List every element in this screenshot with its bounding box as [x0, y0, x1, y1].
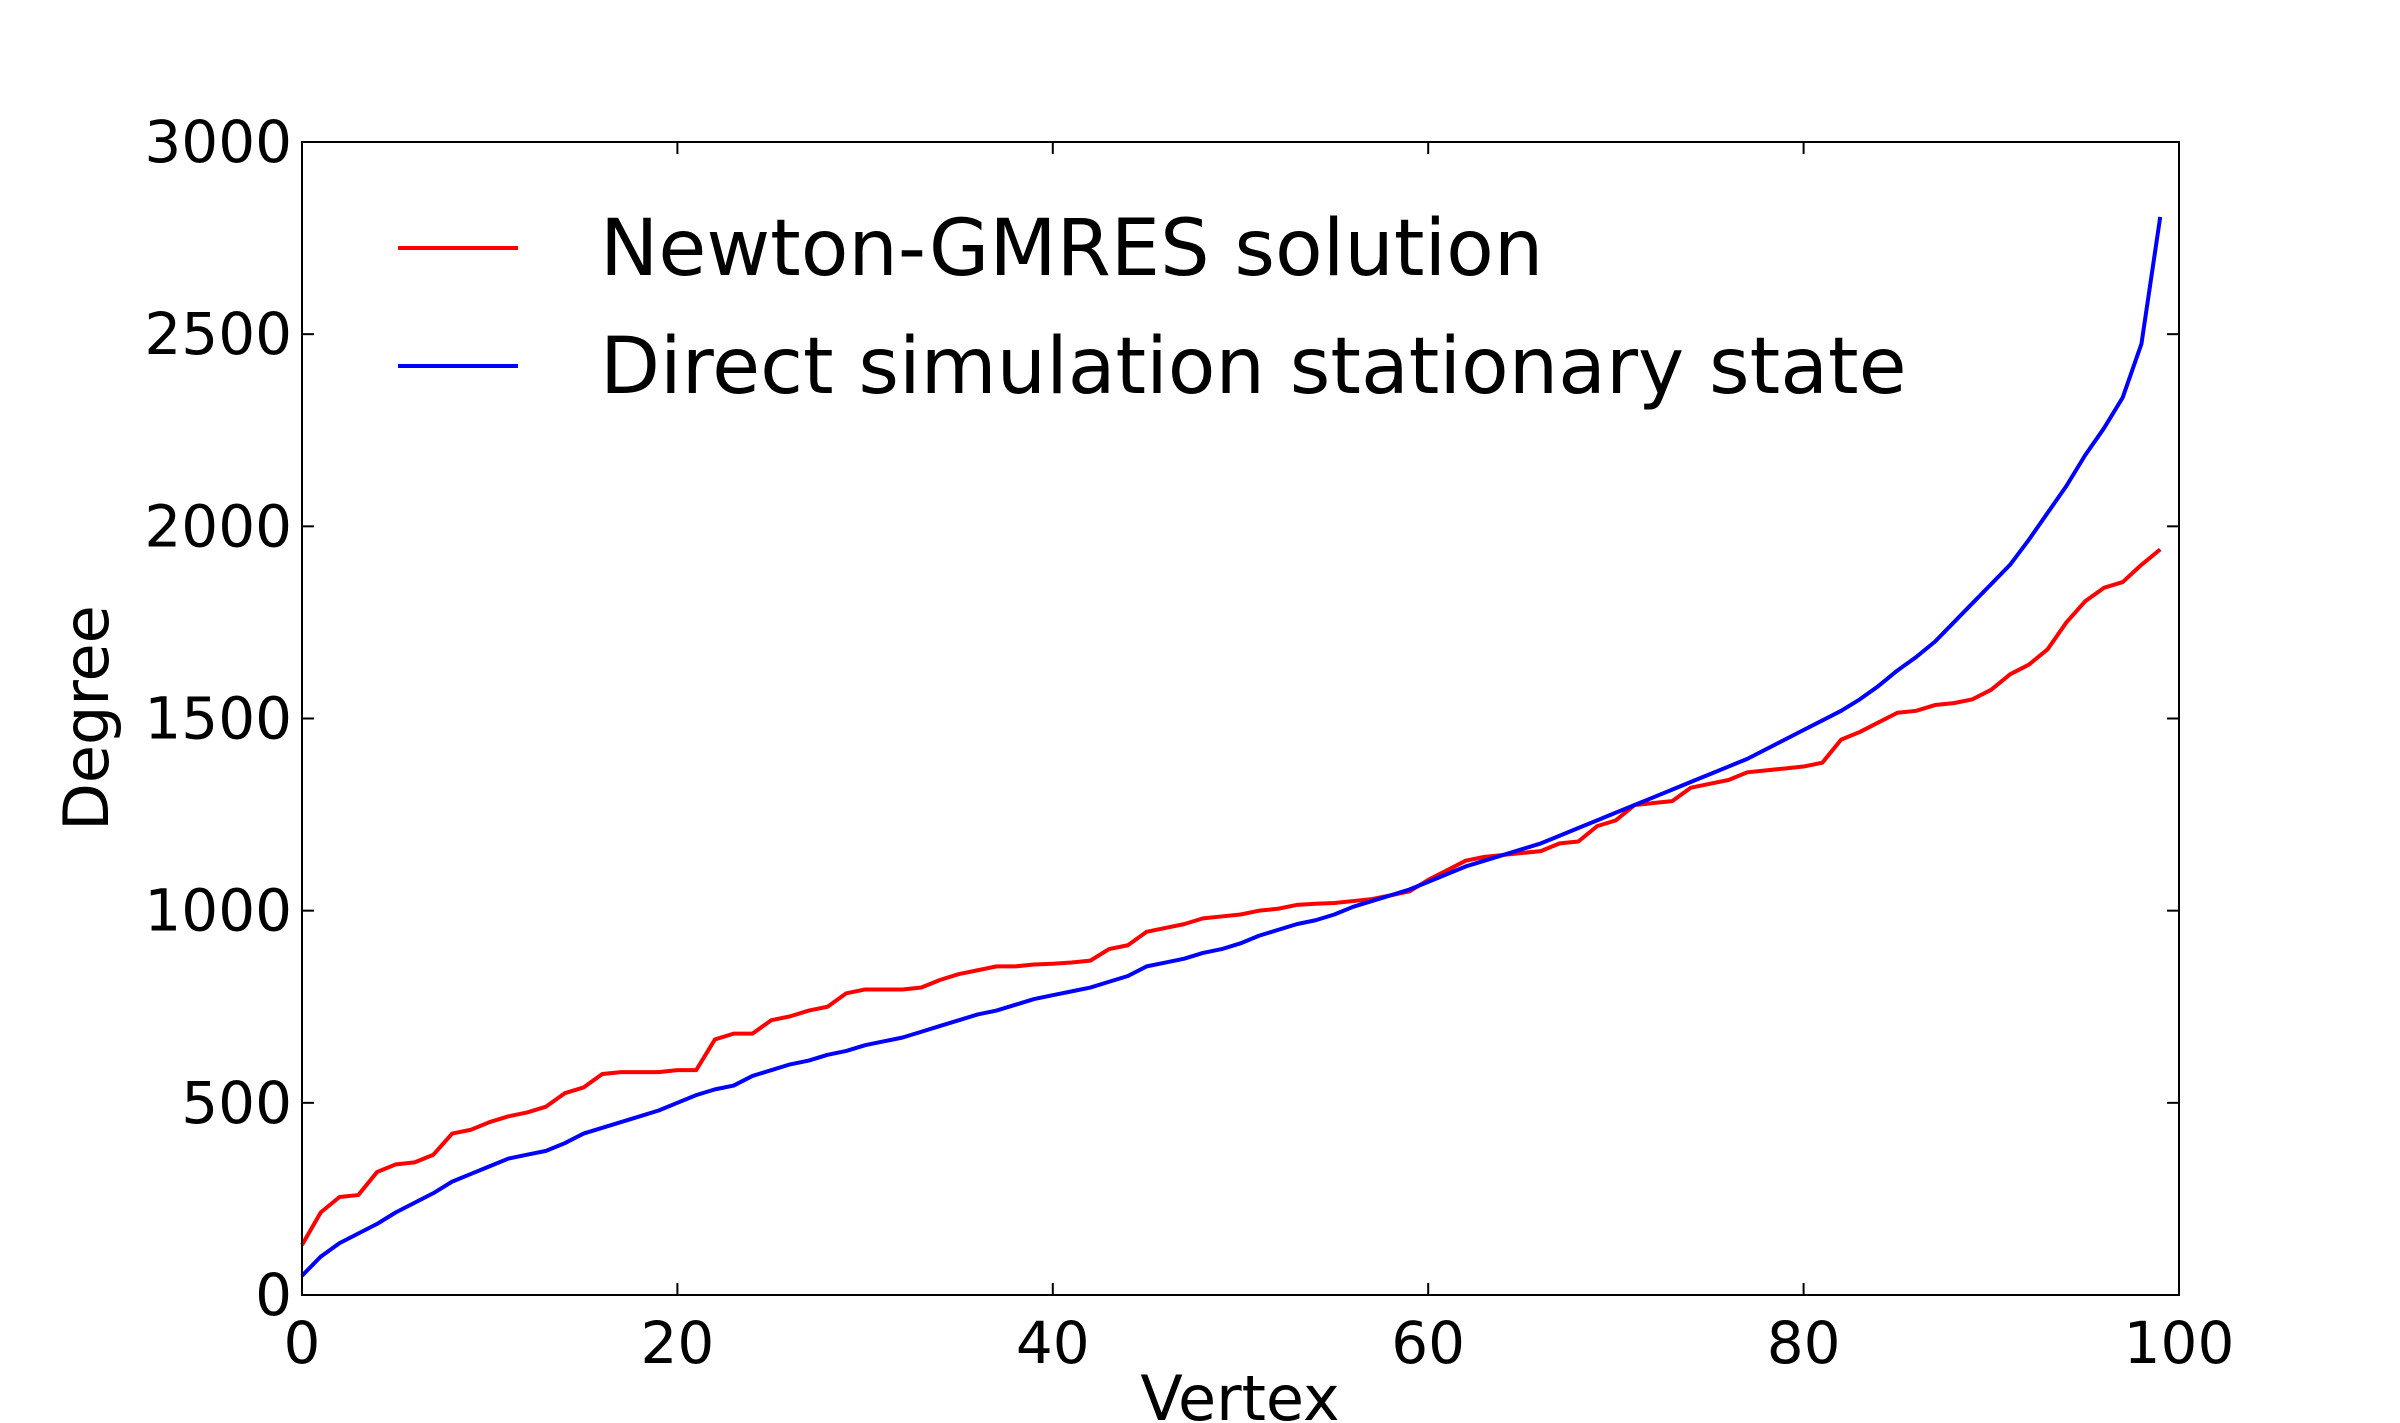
- y-tick-label: 0: [255, 1261, 292, 1329]
- y-tick-label: 1500: [144, 685, 292, 753]
- x-tick-label: 60: [1391, 1309, 1465, 1377]
- y-tick-label: 500: [181, 1069, 292, 1137]
- plot-frame: [301, 141, 2180, 1296]
- x-tick-label: 40: [1016, 1309, 1090, 1377]
- x-tick-label: 0: [284, 1309, 321, 1377]
- y-axis-label: Degree: [50, 605, 123, 831]
- x-axis-label: Vertex: [1140, 1362, 1339, 1423]
- y-tick-label: 2000: [144, 492, 292, 560]
- legend: Newton-GMRES solution Direct simulation …: [398, 204, 1907, 412]
- y-tick-label: 3000: [144, 108, 292, 176]
- series-line-direct-simulation: [300, 216, 2163, 1278]
- series-line-newton-gmres: [300, 547, 2162, 1247]
- legend-label-newton-gmres: Newton-GMRES solution: [600, 204, 1543, 294]
- x-tick-label: 100: [2124, 1309, 2235, 1377]
- x-tick-label: 80: [1767, 1309, 1841, 1377]
- x-tick-label: 20: [640, 1309, 714, 1377]
- y-tick-label: 2500: [144, 300, 292, 368]
- legend-label-direct-simulation: Direct simulation stationary state: [600, 322, 1907, 412]
- y-tick-label: 1000: [144, 877, 292, 945]
